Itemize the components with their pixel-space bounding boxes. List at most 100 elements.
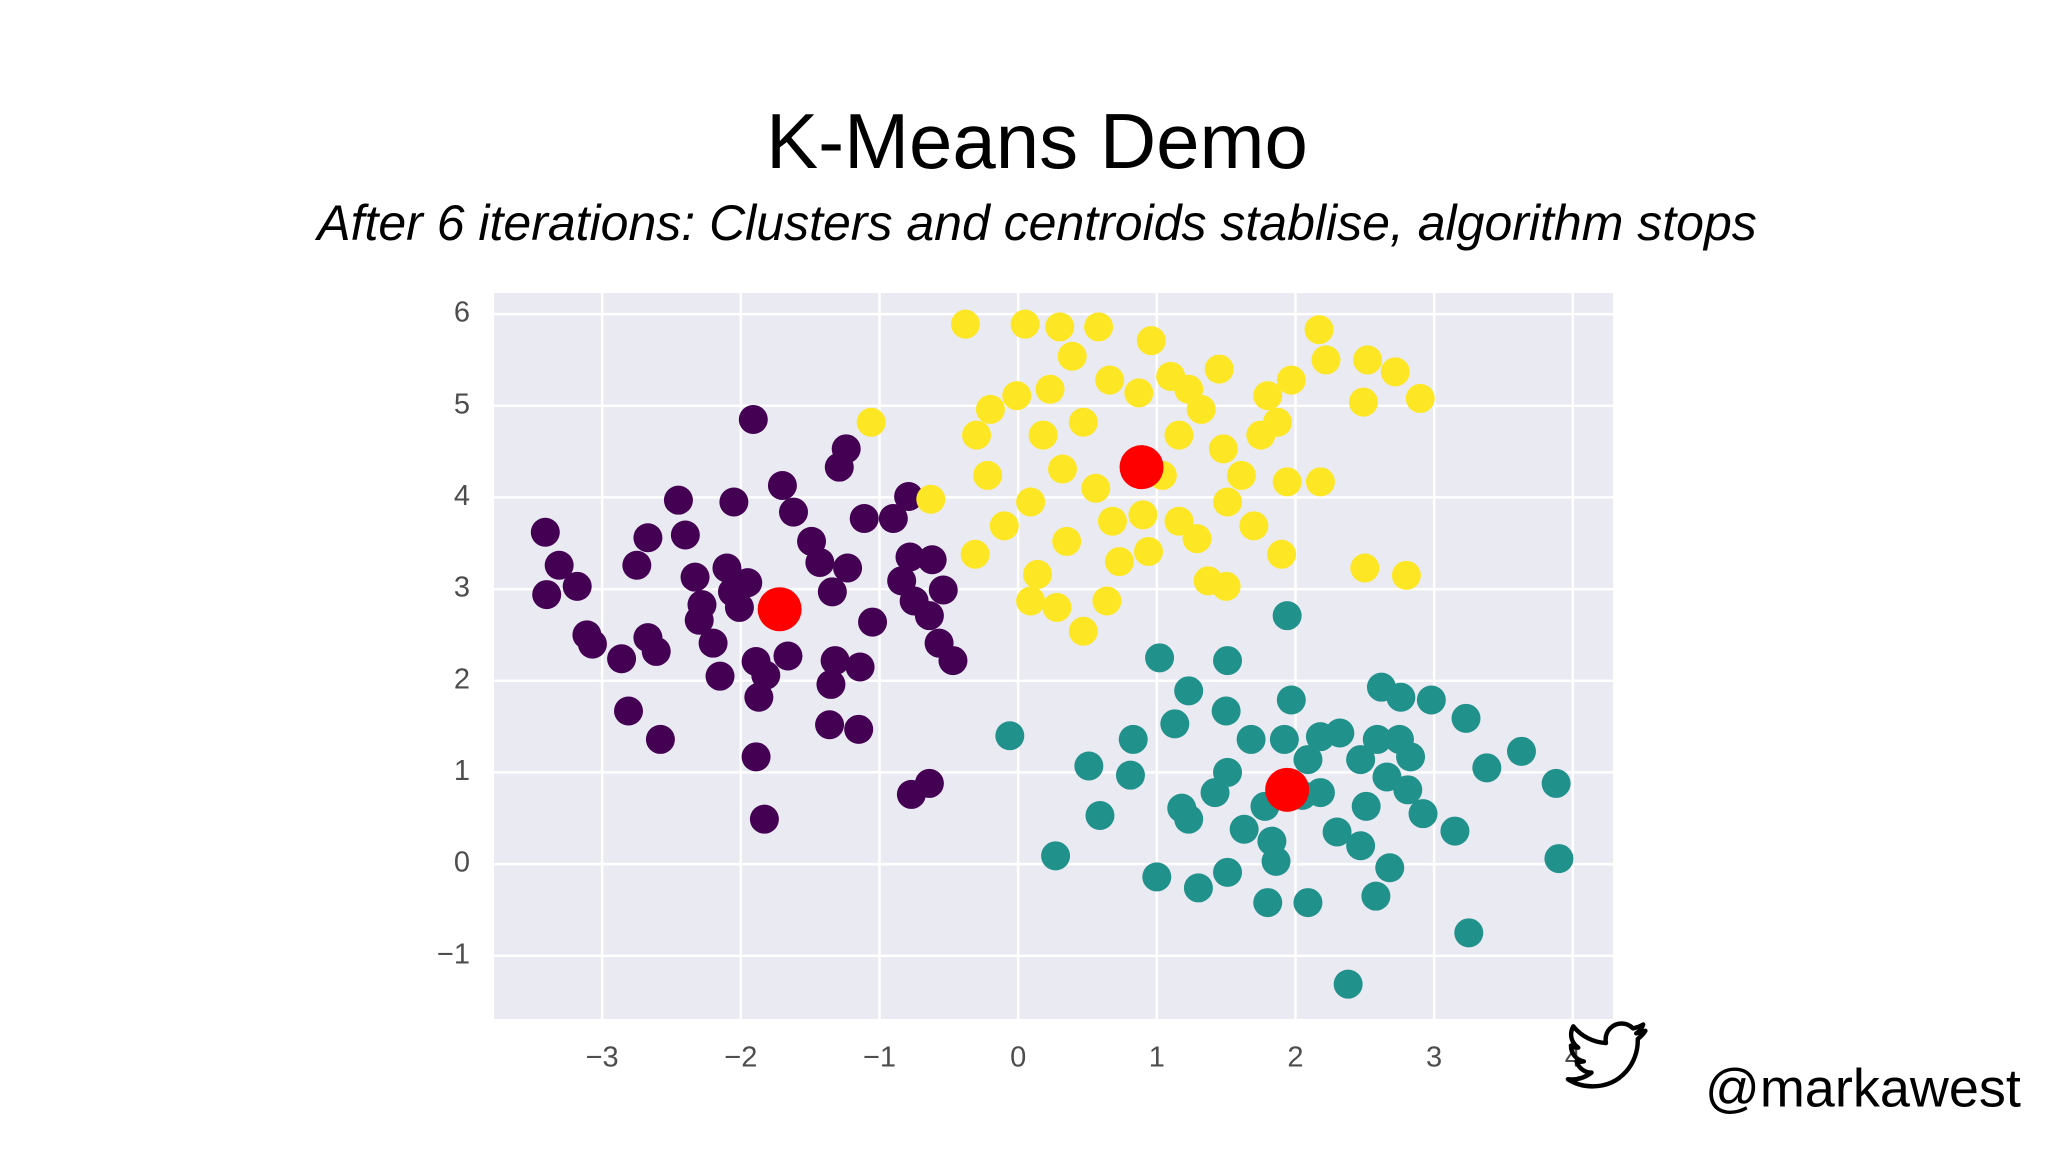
data-point bbox=[614, 696, 644, 726]
data-point bbox=[1164, 420, 1194, 450]
data-point bbox=[767, 471, 797, 500]
data-point bbox=[849, 504, 879, 533]
data-point bbox=[1068, 407, 1098, 437]
data-point bbox=[1333, 969, 1363, 999]
data-point bbox=[928, 575, 958, 605]
data-point bbox=[1269, 724, 1299, 754]
data-point bbox=[1092, 586, 1122, 616]
data-point bbox=[1156, 361, 1186, 391]
y-tick-label: 2 bbox=[454, 663, 470, 695]
twitter-icon bbox=[1565, 1021, 1648, 1089]
data-point bbox=[1104, 547, 1134, 577]
data-point bbox=[733, 568, 763, 598]
data-point bbox=[577, 629, 607, 659]
data-point bbox=[1372, 762, 1402, 792]
data-point bbox=[1236, 724, 1266, 754]
y-tick-label: 6 bbox=[454, 297, 470, 329]
data-point bbox=[1042, 592, 1072, 622]
data-point bbox=[916, 484, 946, 514]
data-point bbox=[1041, 841, 1071, 871]
centroid bbox=[1265, 767, 1310, 812]
data-point bbox=[751, 660, 781, 690]
data-point bbox=[816, 669, 846, 699]
twitter-handle: @markawest bbox=[1705, 1058, 2021, 1118]
data-point bbox=[724, 592, 754, 622]
data-point bbox=[1293, 745, 1323, 775]
data-point bbox=[530, 517, 560, 547]
data-point bbox=[1002, 381, 1032, 411]
plot-background bbox=[494, 293, 1613, 1019]
data-point bbox=[1293, 888, 1323, 918]
data-point bbox=[1353, 345, 1383, 375]
data-point bbox=[1226, 460, 1256, 490]
data-point bbox=[1164, 506, 1194, 536]
data-point bbox=[562, 571, 592, 601]
x-tick-label: 0 bbox=[1010, 1042, 1026, 1074]
data-point bbox=[1035, 374, 1065, 404]
data-point bbox=[1186, 394, 1216, 424]
data-point bbox=[1239, 511, 1269, 541]
data-point bbox=[633, 523, 663, 553]
data-point bbox=[1174, 676, 1204, 706]
data-point bbox=[1380, 357, 1410, 387]
data-point bbox=[1325, 718, 1355, 748]
data-point bbox=[607, 644, 637, 674]
y-tick-label: 3 bbox=[454, 572, 470, 604]
data-point bbox=[1348, 387, 1378, 417]
data-point bbox=[532, 580, 562, 610]
data-point bbox=[1408, 799, 1438, 829]
data-point bbox=[1211, 571, 1241, 601]
data-point bbox=[1351, 791, 1381, 821]
data-point bbox=[680, 562, 710, 592]
data-point bbox=[779, 497, 809, 527]
data-point bbox=[1115, 760, 1145, 790]
data-point bbox=[1128, 500, 1158, 530]
data-point bbox=[817, 577, 847, 607]
chart-subtitle: After 6 iterations: Clusters and centroi… bbox=[314, 195, 1757, 251]
data-point bbox=[1346, 745, 1376, 775]
x-tick-label: −2 bbox=[724, 1042, 757, 1074]
data-point bbox=[989, 511, 1019, 541]
data-point bbox=[1451, 703, 1481, 733]
data-point bbox=[1384, 724, 1414, 754]
data-point bbox=[962, 420, 992, 450]
data-point bbox=[1393, 775, 1423, 805]
data-point bbox=[845, 652, 875, 682]
data-point bbox=[1097, 506, 1127, 536]
data-point bbox=[856, 407, 886, 437]
data-point bbox=[917, 545, 947, 575]
data-point bbox=[1405, 383, 1435, 413]
x-tick-label: −3 bbox=[586, 1042, 619, 1074]
data-point bbox=[1304, 315, 1334, 345]
data-point bbox=[1472, 753, 1502, 783]
data-point bbox=[712, 553, 742, 583]
data-point bbox=[815, 710, 845, 740]
data-point bbox=[1160, 709, 1190, 739]
x-tick-label: −1 bbox=[863, 1042, 896, 1074]
data-point bbox=[938, 646, 968, 676]
data-point bbox=[1204, 354, 1234, 384]
data-point bbox=[749, 804, 779, 834]
data-point bbox=[1440, 816, 1470, 846]
data-point bbox=[1229, 814, 1259, 844]
data-point bbox=[1311, 345, 1341, 375]
data-point bbox=[1183, 873, 1213, 903]
data-point bbox=[1257, 826, 1287, 856]
data-point bbox=[1133, 537, 1163, 566]
data-point bbox=[744, 682, 774, 712]
y-tick-label: 0 bbox=[454, 847, 470, 879]
data-point bbox=[1081, 473, 1111, 503]
data-point bbox=[641, 636, 671, 666]
data-point bbox=[1350, 553, 1380, 583]
data-point bbox=[960, 539, 990, 569]
data-point bbox=[1322, 817, 1352, 847]
centroid bbox=[1119, 445, 1164, 490]
data-point bbox=[1544, 844, 1574, 874]
data-point bbox=[1276, 365, 1306, 395]
data-point bbox=[1045, 312, 1075, 342]
data-point bbox=[738, 405, 768, 434]
data-point bbox=[741, 742, 771, 772]
data-point bbox=[1010, 309, 1040, 339]
